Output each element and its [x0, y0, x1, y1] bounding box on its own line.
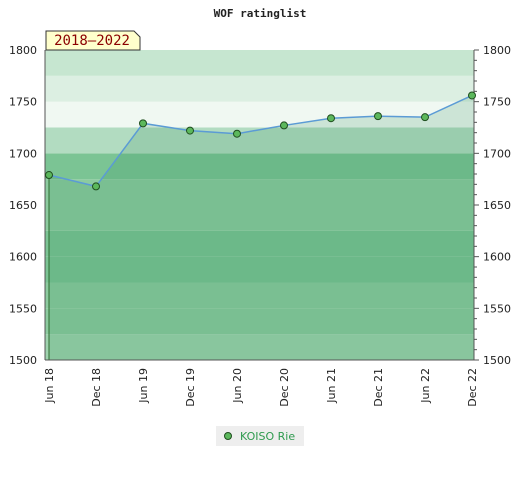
x-tick-label: Jun 18 [43, 368, 56, 404]
background-band [45, 282, 474, 309]
right-axis: 1500 1550 1600 1650 1700 1750 1800 [473, 44, 511, 367]
y-tick-label-left: 1600 [9, 251, 37, 264]
data-point [186, 126, 194, 135]
left-axis: 1500 1550 1600 1650 1700 1750 1800 [9, 44, 46, 367]
bottom-axis: Jun 18 Dec 18 Jun 19 Dec 19 Jun 20 Dec 20 Jun … [43, 359, 479, 407]
data-point [421, 113, 429, 122]
y-tick-label-right: 1750 [483, 96, 511, 109]
data-points [45, 91, 476, 191]
x-tick-label: Jun 20 [231, 368, 244, 404]
y-tick-label-left: 1700 [9, 147, 37, 160]
legend-entry-koiso-rie: KOISO Rie [240, 430, 295, 443]
x-tick-label: Jun 21 [325, 368, 338, 404]
y-tick-label-right: 1500 [483, 354, 511, 367]
background-band [45, 75, 474, 102]
period-badge: 2018–2022 [45, 30, 141, 51]
background-bands [45, 50, 474, 360]
background-band [45, 256, 474, 283]
y-tick-label-right: 1550 [483, 302, 511, 315]
x-tick-label: Dec 21 [372, 368, 385, 407]
chart-title: WOF ratinglist [214, 7, 307, 20]
x-tick-label: Dec 20 [278, 368, 291, 407]
y-tick-label-left: 1500 [9, 354, 37, 367]
data-point [233, 129, 241, 138]
data-point [45, 171, 53, 180]
legend[interactable]: KOISO Rie [216, 426, 304, 446]
series-line-koiso-rie [48, 94, 473, 188]
y-tick-label-right: 1800 [483, 44, 511, 57]
background-band [45, 50, 474, 76]
series-line-layer [48, 94, 473, 360]
background-band [45, 334, 474, 360]
legend-marker-icon [224, 432, 232, 440]
y-tick-label-left: 1750 [9, 96, 37, 109]
x-tick-label: Dec 22 [466, 368, 479, 407]
period-badge-shape [45, 30, 141, 51]
background-band [45, 179, 474, 205]
area-fill-layer [49, 95, 474, 360]
background-band [45, 153, 474, 180]
y-tick-label-left: 1550 [9, 302, 37, 315]
x-tick-label: Jun 19 [137, 368, 150, 404]
background-band [45, 205, 474, 231]
x-tick-label: Dec 19 [184, 368, 197, 407]
data-point [327, 114, 335, 123]
background-band [45, 127, 474, 154]
period-badge-label: 2018–2022 [54, 33, 130, 49]
data-point [468, 91, 476, 100]
y-tick-label-right: 1700 [483, 147, 511, 160]
background-band [45, 308, 474, 335]
y-tick-label-right: 1600 [483, 251, 511, 264]
x-tick-label: Jun 22 [419, 368, 432, 404]
series-area-fill [49, 95, 474, 360]
y-tick-label-left: 1800 [9, 44, 37, 57]
data-point [374, 112, 382, 121]
x-tick-label: Dec 18 [90, 368, 103, 407]
background-band [45, 230, 474, 257]
y-tick-label-left: 1650 [9, 199, 37, 212]
data-point [139, 119, 147, 128]
legend-background [216, 426, 304, 446]
y-tick-label-right: 1650 [483, 199, 511, 212]
data-point [280, 121, 288, 130]
background-band [45, 101, 474, 128]
data-point [92, 182, 100, 191]
